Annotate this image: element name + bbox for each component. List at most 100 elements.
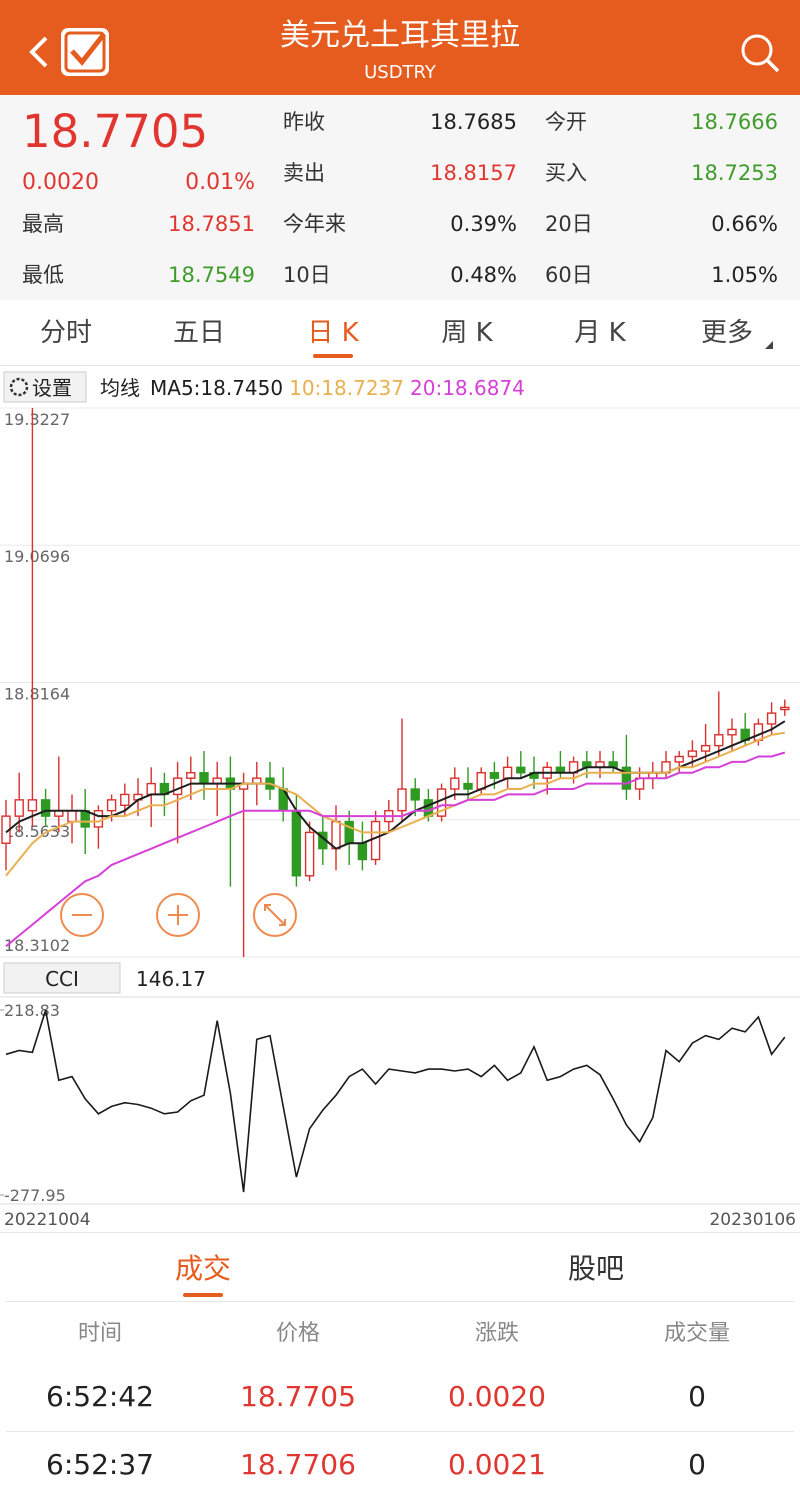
table-cell: 18.7706 (240, 1448, 356, 1481)
stat-value: 18.8157 (430, 161, 517, 185)
quote-panel: 18.7705 0.0020 0.01% 昨收 18.7685 今开 18.7666 卖… (0, 95, 800, 300)
candle-body (120, 793, 130, 806)
zoom-in-button[interactable] (156, 893, 200, 937)
stat-label: 今开 (545, 110, 587, 134)
candle-body (80, 810, 90, 828)
price-change-pct: 0.01% (185, 170, 255, 195)
candle-body (172, 777, 183, 796)
last-price: 18.7705 (22, 105, 209, 158)
settings-icon (9, 377, 29, 397)
candle-body (700, 744, 711, 752)
candle-body (93, 810, 104, 828)
trade-tab[interactable]: 股吧 (567, 1252, 624, 1285)
y-tick-label: 19.3227 (4, 410, 70, 429)
date-label: 20221004 (4, 1210, 91, 1230)
back-icon[interactable] (29, 36, 48, 68)
legend-entry: 20:18.6874 (410, 376, 525, 400)
stat-value: 18.7253 (691, 161, 778, 185)
legend-entry: 10:18.7237 (289, 376, 404, 400)
stat-label: 最高 (22, 212, 64, 236)
header-icons (29, 28, 780, 76)
period-tab[interactable]: 日 K (307, 318, 359, 348)
y-tick-label: -277.95 (4, 1186, 66, 1205)
active-trade-tab-underline (183, 1293, 223, 1297)
page-title: 美元兑土耳其里拉 (280, 18, 520, 53)
stat-value: 0.66% (711, 212, 778, 236)
stat-value: 18.7549 (168, 263, 255, 287)
table-cell: 0 (688, 1380, 706, 1413)
search-icon[interactable] (741, 34, 773, 66)
candle-body (516, 766, 526, 774)
y-tick-label: 18.3102 (4, 936, 70, 955)
candle-body (714, 734, 724, 747)
candle-body (674, 755, 684, 763)
candle-body (14, 799, 24, 817)
candle-body (502, 766, 513, 779)
indicator-button[interactable] (3, 962, 121, 994)
cci-line (5, 1010, 786, 1193)
candle-body (67, 810, 77, 823)
fullscreen-glyph (264, 904, 286, 926)
period-tab[interactable]: 五日 (172, 318, 225, 348)
candle-body (27, 799, 38, 812)
table-cell: 0.0021 (448, 1448, 546, 1481)
row-separator (6, 1301, 794, 1302)
table-header: 价格 (275, 1321, 320, 1346)
candle-body (370, 820, 381, 861)
candle-body (199, 772, 209, 785)
settings-button[interactable] (3, 371, 87, 403)
candle-body (766, 712, 777, 725)
candle-body (476, 772, 486, 790)
legend-title: 均线 MA5:18.7450 10:18.7237 20:18.6874 (100, 376, 525, 400)
page-subtitle: USDTRY (364, 62, 436, 83)
stat-value: 18.7666 (691, 110, 778, 134)
candle-body (304, 831, 315, 877)
price-change: 0.0020 (22, 170, 99, 195)
table-header: 涨跌 (474, 1321, 519, 1346)
table-header: 成交量 (663, 1321, 730, 1346)
zoom-out-button[interactable] (60, 893, 104, 937)
row-separator (6, 1431, 794, 1432)
fullscreen-button[interactable] (253, 893, 297, 937)
table-cell: 18.7705 (240, 1380, 356, 1413)
candle-body (146, 782, 156, 796)
ma-line (5, 731, 785, 877)
period-tab[interactable]: 月 K (574, 318, 626, 348)
legend-entry: MA5:18.7450 (150, 376, 283, 400)
stat-label: 买入 (545, 161, 587, 185)
checkbox-frame (64, 31, 106, 73)
header-bar: 美元兑土耳其里拉 USDTRY (0, 0, 800, 95)
table-cell: 6:52:37 (46, 1448, 154, 1481)
candle-body (463, 782, 473, 790)
more-arrow (765, 341, 773, 349)
period-tab[interactable]: 更多 (700, 318, 753, 348)
period-tab[interactable]: 周 K (441, 318, 493, 348)
trade-tab[interactable]: 成交 (174, 1252, 231, 1285)
y-tick-label: 18.8164 (4, 685, 70, 704)
checkbox-tick (70, 32, 106, 66)
stat-label: 卖出 (283, 161, 325, 185)
stat-label: 20日 (545, 212, 593, 236)
stat-label: 最低 (22, 263, 64, 287)
table-header: 时间 (77, 1321, 122, 1346)
stat-label: 10日 (283, 263, 331, 287)
candle-body (397, 788, 407, 812)
candle-body (727, 728, 737, 736)
candle-body (423, 799, 434, 817)
y-tick-label: 19.0696 (4, 547, 70, 566)
period-tab[interactable]: 分时 (39, 318, 92, 348)
candle-body (40, 799, 51, 817)
trade-panel: 成交 股吧 时间 价格 涨跌 成交量 6:52:42 18.7705 0.0020 0 6:52:3… (0, 1232, 800, 1490)
stat-label: 今年来 (283, 212, 346, 236)
y-tick-label: 218.83 (4, 1001, 60, 1020)
candle-body (450, 777, 460, 790)
table-cell: 0 (688, 1448, 706, 1481)
legend-title-text: 均线 (100, 376, 140, 400)
stat-label: 60日 (545, 263, 593, 287)
table-cell: 0.0020 (448, 1380, 546, 1413)
candle-body (489, 772, 500, 779)
candle-body (357, 842, 368, 861)
candle-body (331, 820, 341, 850)
candle-body (621, 766, 632, 790)
